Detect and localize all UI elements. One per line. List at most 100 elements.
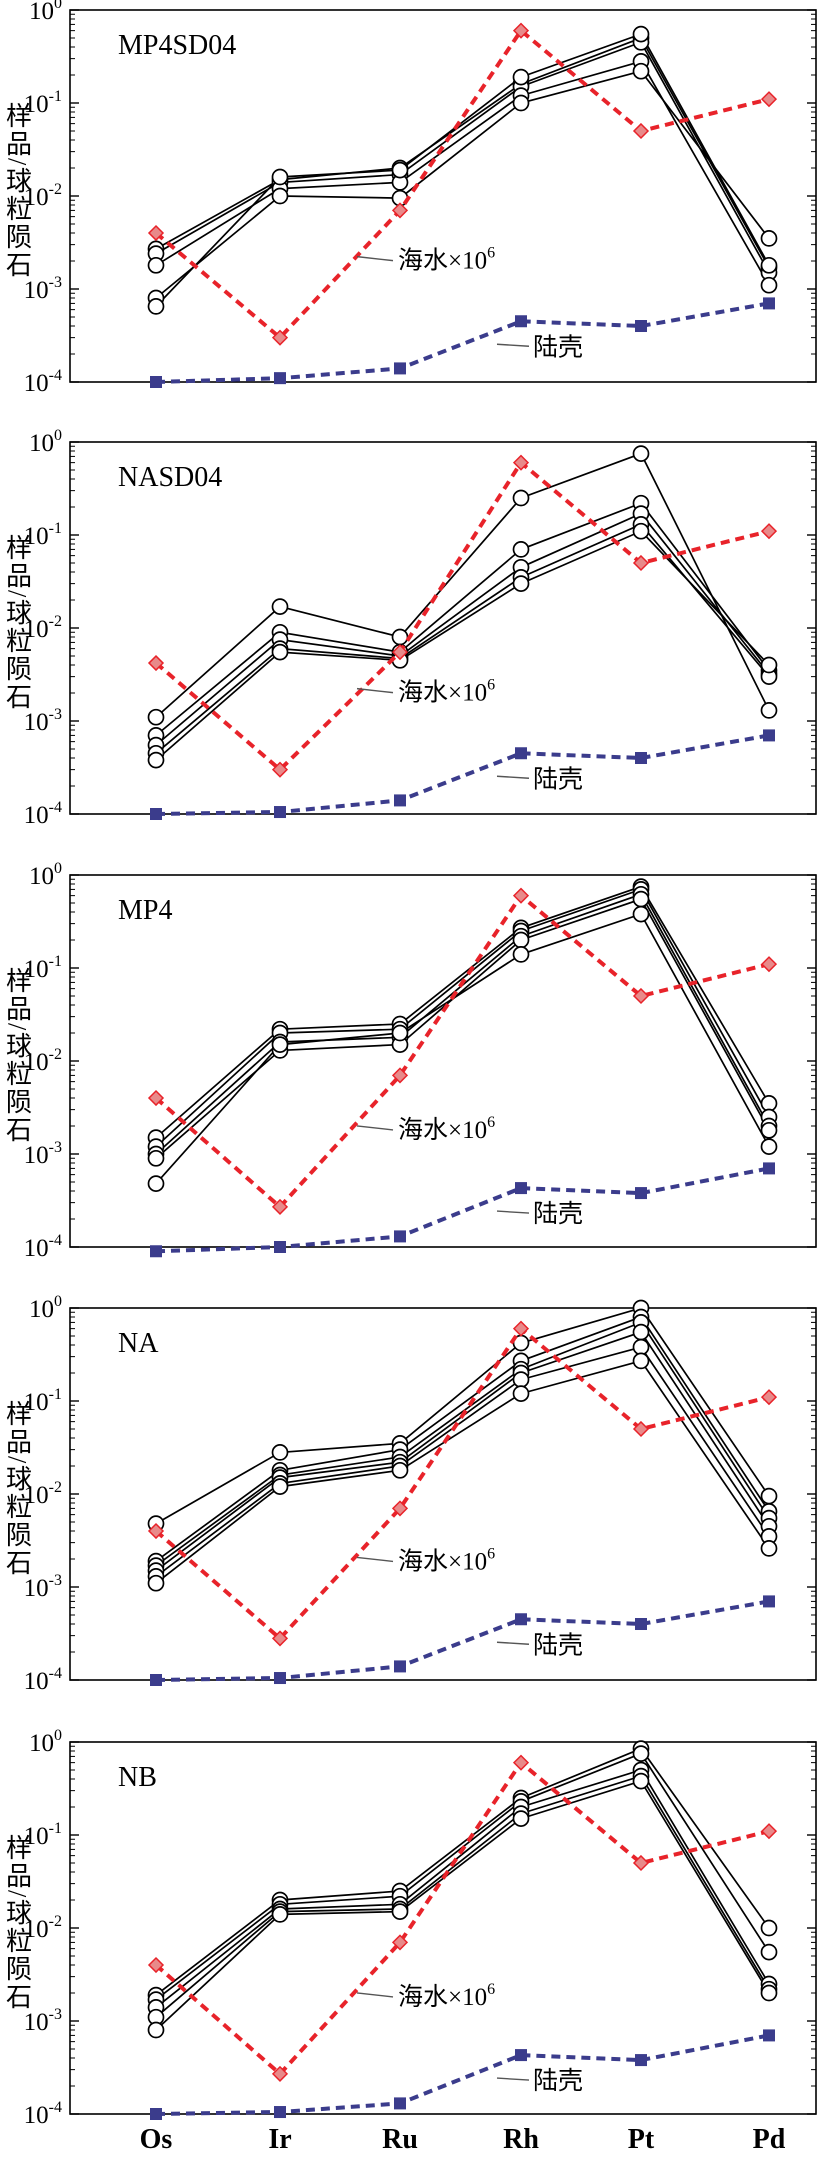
y-tick-label: 10-2 <box>24 613 62 643</box>
sample-point <box>147 256 165 274</box>
crust-point <box>763 729 775 742</box>
seawater-point <box>632 122 650 140</box>
crust-point <box>635 1187 647 1200</box>
crust-point <box>763 2029 775 2042</box>
sample-point <box>271 1478 289 1495</box>
sample-line <box>155 512 770 746</box>
seawater-point <box>632 987 650 1005</box>
sample-line <box>155 1775 770 2018</box>
crust-point <box>394 794 406 807</box>
y-tick-label: 10-1 <box>24 520 62 550</box>
series-line-0 <box>154 27 770 341</box>
sample-point <box>512 931 530 949</box>
sample-point <box>760 1121 778 1139</box>
sample-line <box>155 1346 770 1578</box>
seawater-point <box>512 1320 530 1337</box>
crust-point <box>150 1674 162 1686</box>
seawater-leader <box>356 255 394 262</box>
sample-point <box>147 298 165 315</box>
sample-point <box>271 643 289 661</box>
seawater-point <box>271 1198 289 1215</box>
panel-title: NASD04 <box>118 462 222 493</box>
series-line-1 <box>155 1166 770 1254</box>
sample-point <box>271 187 289 205</box>
sample-point <box>391 161 409 179</box>
sample-point <box>632 62 650 80</box>
y-tick-label: 10-2 <box>24 181 62 211</box>
y-tick-label: 10-1 <box>24 953 62 983</box>
seawater-point <box>632 554 650 572</box>
sample-point <box>391 1461 409 1479</box>
crust-point <box>150 1245 162 1258</box>
sample-point <box>632 905 650 923</box>
seawater-point <box>760 1823 778 1840</box>
seawater-point <box>391 1067 409 1084</box>
sample-point <box>147 1175 165 1192</box>
y-tick-label: 10-4 <box>24 1665 62 1695</box>
crust-point <box>515 315 527 328</box>
panel-2: 100 10-1 10-2 10-3 10-4 样品/球粒陨石 MP4 海水×106 陆壳 <box>3 860 817 1262</box>
crust-label: 陆壳 <box>533 2067 583 2095</box>
seawater-point <box>512 887 530 904</box>
sample-line <box>155 1307 770 1525</box>
seawater-point <box>632 1420 650 1438</box>
seawater-point <box>271 761 289 778</box>
plot-frame <box>69 1741 817 2115</box>
crust-point <box>635 1618 647 1631</box>
sample-line <box>155 1315 770 1562</box>
sample-point <box>512 575 530 592</box>
sample-point <box>632 522 650 540</box>
crust-point <box>274 1241 286 1253</box>
sample-point <box>512 68 530 86</box>
seawater-point <box>391 1500 409 1517</box>
sample-line <box>155 1331 770 1572</box>
sample-line <box>155 1768 770 2009</box>
seawater-point <box>147 1956 165 1974</box>
y-tick-label: 10-4 <box>24 367 62 397</box>
crust-point <box>515 1182 527 1195</box>
crust-point <box>515 2049 527 2062</box>
panel-1: 100 10-1 10-2 10-3 10-4 样品/球粒陨石 NASD04 海水×106 陆壳 <box>3 427 817 829</box>
seawater-point <box>512 22 530 39</box>
seawater-point <box>760 523 778 540</box>
sample-point <box>512 1810 530 1827</box>
x-tick-label: Os <box>140 2124 173 2155</box>
x-tick-label: Pt <box>628 2124 655 2155</box>
sample-point <box>512 541 530 558</box>
y-tick-label: 100 <box>29 1293 62 1323</box>
sample-point <box>147 2021 165 2039</box>
seawater-point <box>271 2065 289 2082</box>
y-tick-label: 100 <box>29 0 62 25</box>
seawater-label: 海水×106 <box>398 1114 495 1144</box>
sample-point <box>760 656 778 674</box>
plot-frame <box>69 9 817 383</box>
y-tick-label: 10-2 <box>24 1479 62 1509</box>
series-line-0 <box>154 1325 770 1642</box>
crust-point <box>274 1672 286 1685</box>
y-axis-label: 样品/球粒陨石 <box>3 102 32 279</box>
sample-point <box>632 1745 650 1762</box>
crust-point <box>394 1230 406 1243</box>
seawater-point <box>271 329 289 346</box>
sample-line <box>155 36 770 269</box>
crust-leader <box>496 1641 530 1645</box>
sample-point <box>760 1540 778 1557</box>
series-line-0 <box>154 892 770 1210</box>
seawater-point <box>147 224 165 242</box>
crust-point <box>150 2108 162 2120</box>
sample-point <box>760 1487 778 1505</box>
sample-point <box>632 25 650 43</box>
sample-point <box>512 1371 530 1388</box>
sample-point <box>271 1444 289 1461</box>
sample-line <box>155 1359 770 1584</box>
series-line-0 <box>154 459 770 773</box>
y-tick-label: 10-3 <box>24 1139 62 1169</box>
panel-3: 100 10-1 10-2 10-3 10-4 样品/球粒陨石 NA 海水×106 陆壳 <box>3 1293 817 1695</box>
sample-point <box>391 1903 409 1920</box>
sample-line <box>155 885 770 1139</box>
seawater-label: 海水×106 <box>398 677 495 707</box>
y-tick-label: 10-3 <box>24 1572 62 1602</box>
sample-point <box>760 230 778 247</box>
seawater-label: 海水×106 <box>398 1545 495 1575</box>
